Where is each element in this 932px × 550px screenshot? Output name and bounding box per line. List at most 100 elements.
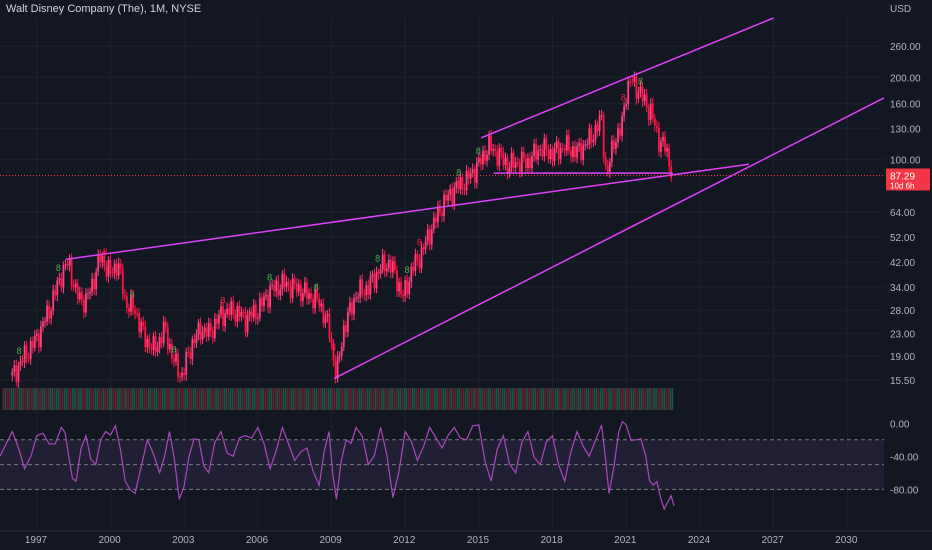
volume-bar xyxy=(434,388,436,410)
price-tick-label: 260.00 xyxy=(890,42,921,53)
candle-body xyxy=(232,301,235,315)
candle-body xyxy=(230,301,233,315)
candle-body xyxy=(647,107,650,120)
volume-bar xyxy=(88,388,90,410)
candle-body xyxy=(447,194,450,201)
time-tick-label: 2024 xyxy=(688,535,711,546)
candle-body xyxy=(664,136,666,152)
candle-body xyxy=(658,127,660,152)
volume-bar xyxy=(135,388,138,410)
candle-body xyxy=(391,261,394,273)
price-tick-label: 100.00 xyxy=(890,155,921,166)
candle-body xyxy=(539,149,542,151)
candle-body xyxy=(666,148,668,152)
sequential-count-label: 8 xyxy=(17,346,22,356)
volume-bar xyxy=(409,388,412,410)
candle-body xyxy=(78,292,81,299)
volume-bar xyxy=(491,388,494,410)
volume-bar xyxy=(313,388,316,410)
candle-body xyxy=(68,258,71,266)
candle-body xyxy=(273,284,276,292)
volume-bar xyxy=(405,388,408,410)
volume-bar xyxy=(227,388,230,410)
sequential-count-label: 8 xyxy=(103,247,108,257)
candle-body xyxy=(17,365,20,382)
candle-body xyxy=(394,261,396,270)
candle-body xyxy=(58,278,61,281)
volume-bar xyxy=(219,388,221,410)
candle-body xyxy=(44,321,46,323)
volume-bar xyxy=(27,388,29,410)
candle-body xyxy=(46,305,48,322)
volume-bar xyxy=(608,388,610,410)
volume-bar xyxy=(642,388,645,410)
time-tick-label: 2027 xyxy=(762,535,785,546)
candle-body xyxy=(89,291,91,294)
candle-body xyxy=(559,148,562,160)
symbol-name[interactable]: Walt Disney Company (The) xyxy=(6,3,144,15)
candle-body xyxy=(152,336,155,350)
chart-title: Walt Disney Company (The), 1M, NYSE xyxy=(6,3,202,15)
volume-bar xyxy=(24,388,27,410)
candle-body xyxy=(256,317,259,319)
candle-body xyxy=(340,347,343,356)
sequential-count-label: 8 xyxy=(405,265,410,275)
volume-bar xyxy=(55,388,58,410)
candle-body xyxy=(432,217,435,230)
interval-label[interactable]: 1M xyxy=(149,3,166,15)
volume-bar xyxy=(69,388,72,410)
candle-body xyxy=(631,81,634,83)
volume-bar xyxy=(667,388,670,410)
volume-bar xyxy=(96,388,99,410)
volume-bar xyxy=(346,388,348,410)
candle-body xyxy=(97,255,100,272)
volume-bar xyxy=(569,388,571,410)
candle-body xyxy=(154,336,157,353)
price-tick-label: 64.00 xyxy=(890,208,915,219)
volume-bar xyxy=(450,388,453,410)
volume-bar xyxy=(139,388,142,410)
volume-bar xyxy=(90,388,93,410)
rsi-line xyxy=(0,420,675,511)
volume-bar xyxy=(587,388,590,410)
volume-bar xyxy=(141,388,144,410)
volume-bar xyxy=(597,388,600,410)
volume-bar xyxy=(309,388,311,410)
volume-bar xyxy=(651,388,653,410)
candle-body xyxy=(27,358,30,360)
candle-body xyxy=(504,157,507,166)
volume-bar xyxy=(438,388,440,410)
volume-bar xyxy=(413,388,416,410)
candle-body xyxy=(527,158,529,169)
volume-bar xyxy=(243,388,246,410)
volume-bar xyxy=(211,388,213,410)
volume-bar xyxy=(151,388,154,410)
time-tick-label: 2030 xyxy=(835,535,858,546)
volume-bar xyxy=(274,388,277,410)
volume-bar xyxy=(233,388,236,410)
volume-bar xyxy=(213,388,215,410)
volume-bar xyxy=(188,388,191,410)
volume-bar xyxy=(616,388,618,410)
volume-bar xyxy=(640,388,643,410)
candle-body xyxy=(291,278,294,299)
candle-body xyxy=(412,266,415,271)
volume-bar xyxy=(378,388,381,410)
volume-bar xyxy=(368,388,371,410)
volume-strip xyxy=(2,388,674,410)
volume-bar xyxy=(481,388,483,410)
price-tick-label: 28.00 xyxy=(890,306,915,317)
candle-body xyxy=(316,289,319,299)
sequential-count-label: 8 xyxy=(417,237,422,247)
volume-bar xyxy=(499,388,502,410)
volume-bar xyxy=(374,388,377,410)
candle-body xyxy=(578,143,581,147)
time-axis[interactable]: 1997 2000 2003 2006 2009 2012 2015 2018 2021 2024… xyxy=(25,535,858,546)
candle-body xyxy=(371,274,374,277)
volume-bar xyxy=(20,388,23,410)
volume-bar xyxy=(270,388,273,410)
price-axis[interactable]: USD 260.00 200.00 160.00 130.00 100.00 64.00 52… xyxy=(886,4,930,496)
candle-body xyxy=(633,76,636,82)
volume-bar xyxy=(245,388,248,410)
